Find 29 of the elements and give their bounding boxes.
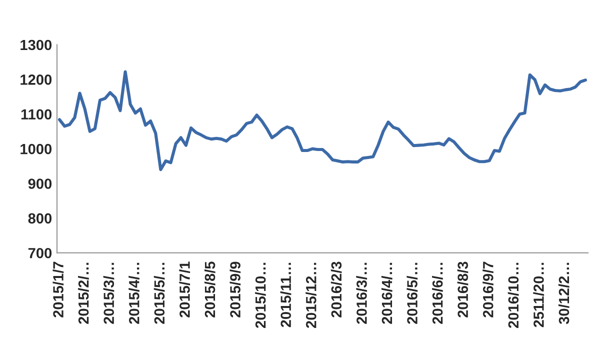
x-tick-label: 2016/8/3 xyxy=(457,262,468,318)
y-tick-label: 1200 xyxy=(20,74,52,85)
y-tick-label: 1100 xyxy=(21,109,52,120)
x-tick-label: 2016/3/… xyxy=(356,262,368,324)
y-tick-label: 800 xyxy=(28,213,52,224)
y-tick-label: 1300 xyxy=(20,40,52,50)
x-tick-label: 2016/4/… xyxy=(381,262,392,324)
x-tick-label: 2015/3/… xyxy=(103,262,114,324)
y-tick-label: 900 xyxy=(28,178,52,189)
x-tick-label: 2015/11… xyxy=(280,262,292,328)
x-tick-label: 2016/10… xyxy=(508,262,519,328)
x-tick-label: 2016/5/… xyxy=(406,262,418,324)
x-tick-label: 2015/5/… xyxy=(154,262,165,324)
x-tick-label: 2015/12… xyxy=(306,262,316,328)
x-tick-label: 2015/8/5 xyxy=(204,262,216,318)
line-series xyxy=(58,70,587,172)
x-tick-label: 2015/1/7 xyxy=(52,262,64,318)
x-tick-label: 2511/20… xyxy=(533,262,544,328)
x-tick-label: 2015/9/9 xyxy=(230,262,241,318)
x-tick-label: 2016/9/7 xyxy=(482,262,494,318)
x-tick-label: 2015/4/… xyxy=(128,262,140,324)
x-tick-label: 2015/10… xyxy=(255,262,266,328)
x-tick-label: 30/12/2… xyxy=(558,262,570,324)
y-tick-label: 700 xyxy=(28,248,52,258)
x-tick-label: 2016/6/… xyxy=(432,262,443,324)
x-tick-label: 2015/2/… xyxy=(78,262,89,324)
x-tick-label: 2015/7/1 xyxy=(179,262,190,318)
y-tick-label: 1000 xyxy=(20,144,52,154)
x-tick-label: 2016/2/3 xyxy=(330,262,342,318)
